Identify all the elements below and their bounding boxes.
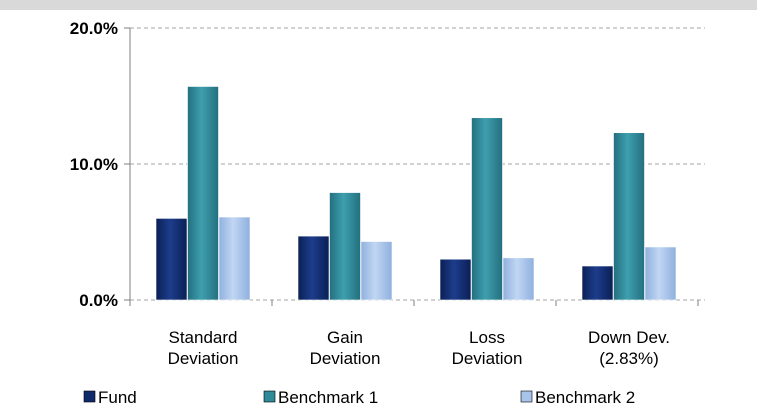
bar-fund-0 <box>155 218 188 301</box>
bar-benchmark-2-2 <box>502 257 535 301</box>
bar-benchmark-2-3 <box>644 246 677 301</box>
category-label: Gain <box>327 328 363 347</box>
bar-benchmark-2-1 <box>360 241 393 301</box>
legend-swatch <box>520 390 533 403</box>
y-tick-label: 0.0% <box>79 291 118 310</box>
category-label: Deviation <box>168 349 239 368</box>
top-divider <box>0 0 757 10</box>
bar-fund-1 <box>297 235 330 301</box>
bar-benchmark-1-2 <box>471 117 503 301</box>
legend-swatch <box>83 390 96 403</box>
legend-swatch <box>263 390 276 403</box>
y-tick-label: 10.0% <box>70 155 118 174</box>
category-label: Loss <box>469 328 505 347</box>
legend-label: Fund <box>98 388 137 407</box>
category-label: Deviation <box>310 349 381 368</box>
bar-benchmark-1-3 <box>613 132 645 301</box>
axis-labels: 0.0% 10.0% 20.0% Standard Deviation Gain Devia… <box>70 19 670 368</box>
bars <box>155 86 677 301</box>
category-label: Deviation <box>452 349 523 368</box>
category-label: (2.83%) <box>599 349 659 368</box>
y-tick-label: 20.0% <box>70 19 118 38</box>
legend: Fund Benchmark 1 Benchmark 2 <box>83 388 635 407</box>
legend-label: Benchmark 1 <box>278 388 378 407</box>
bar-fund-3 <box>581 265 614 301</box>
bar-benchmark-1-1 <box>329 192 361 301</box>
bar-fund-2 <box>439 258 472 301</box>
bar-benchmark-2-0 <box>218 216 251 301</box>
category-label: Standard <box>169 328 238 347</box>
gridlines <box>130 27 705 165</box>
category-label: Down Dev. <box>588 328 670 347</box>
legend-label: Benchmark 2 <box>535 388 635 407</box>
bar-benchmark-1-0 <box>187 86 219 301</box>
